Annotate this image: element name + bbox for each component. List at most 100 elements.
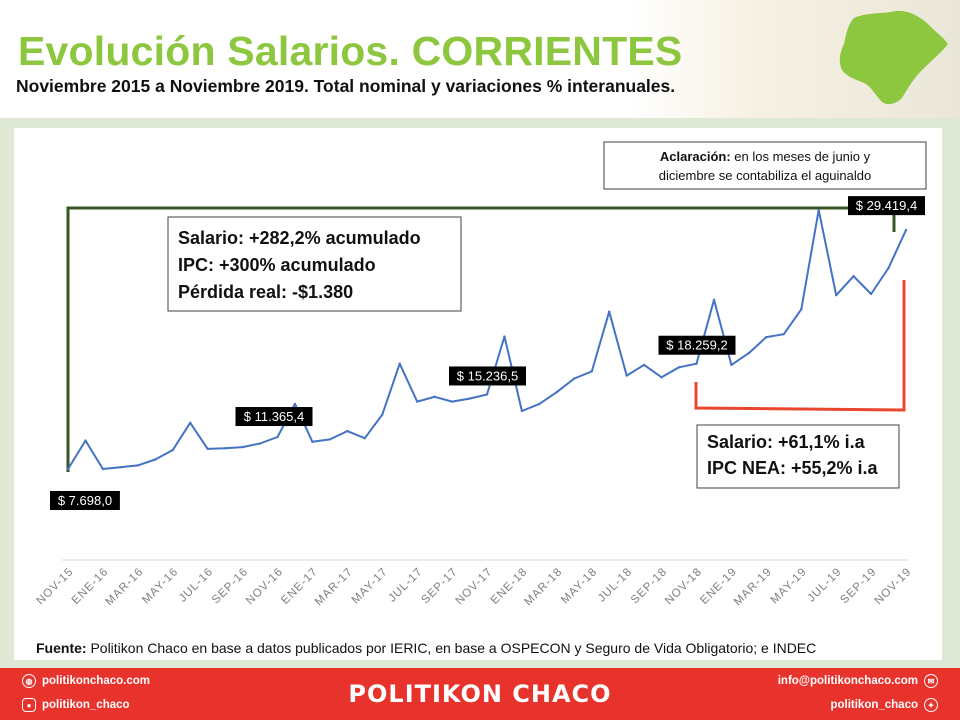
data-point	[311, 440, 314, 443]
globe-icon: ◍	[22, 674, 36, 688]
series-points	[66, 208, 908, 471]
data-point	[695, 362, 698, 365]
footer-instagram[interactable]: ● politikon_chaco	[22, 698, 130, 712]
data-point	[834, 293, 838, 297]
data-point	[66, 467, 70, 471]
data-point	[747, 351, 751, 355]
data-point	[730, 363, 733, 367]
data-point	[555, 390, 559, 394]
data-point	[904, 228, 908, 232]
data-point	[625, 374, 628, 377]
data-point	[817, 208, 820, 212]
x-tick-label: NOV-17	[453, 566, 495, 608]
value-label: $ 11.365,4	[235, 407, 313, 427]
value-label-text: $ 18.259,2	[666, 338, 727, 353]
data-point	[154, 458, 157, 461]
data-point	[258, 442, 262, 445]
value-label: $ 7.698,0	[50, 490, 120, 510]
svg-text:Aclaración: en los meses de ju: Aclaración: en los meses de junio y	[660, 149, 871, 164]
data-point	[450, 400, 454, 403]
twitter-icon: ✦	[924, 698, 938, 712]
data-point	[520, 409, 524, 413]
note-line2: diciembre se contabiliza el aguinaldo	[659, 168, 871, 183]
province-map-icon	[839, 10, 948, 105]
footer-bar: ◍ politikonchaco.com ● politikon_chaco P…	[0, 668, 960, 720]
x-tick-label: MAY-18	[559, 566, 600, 607]
footer-web-text: politikonchaco.com	[42, 675, 150, 687]
data-point	[887, 266, 890, 270]
page-subtitle: Noviembre 2015 a Noviembre 2019. Total n…	[16, 76, 676, 96]
data-point	[381, 413, 384, 416]
yoy-line-ipc: IPC NEA: +55,2% i.a	[707, 458, 879, 478]
footer-web[interactable]: ◍ politikonchaco.com	[22, 674, 150, 688]
data-point	[800, 308, 803, 311]
summary-line-ipc: IPC: +300% acumulado	[178, 255, 376, 275]
source-label: Fuente:	[36, 640, 87, 656]
data-point	[415, 400, 419, 403]
value-label-text: $ 15.236,5	[457, 368, 518, 383]
data-point	[677, 366, 681, 369]
data-point	[84, 439, 87, 442]
footer-instagram-text: politikon_chaco	[42, 699, 130, 711]
data-point	[171, 448, 174, 452]
x-tick-label: MAR-19	[732, 566, 775, 609]
x-tick-label: MAY-19	[769, 566, 810, 607]
data-point	[538, 402, 541, 406]
data-point	[765, 335, 768, 339]
value-label-text: $ 11.365,4	[244, 409, 304, 424]
data-point	[433, 395, 436, 399]
x-tick-label: MAY-17	[350, 566, 391, 607]
yoy-box: Salario: +61,1% i.a IPC NEA: +55,2% i.a	[696, 424, 900, 489]
note-label: Aclaración:	[660, 149, 731, 164]
x-tick-label: NOV-15	[34, 566, 76, 608]
data-point	[468, 397, 471, 400]
summary-box: Salario: +282,2% acumulado IPC: +300% ac…	[167, 216, 462, 312]
x-tick-label: MAR-18	[522, 566, 565, 609]
x-tick-label: NOV-16	[244, 566, 286, 608]
x-tick-label: MAR-17	[313, 566, 356, 609]
yoy-bracket	[694, 280, 906, 412]
page-title: Evolución Salarios. CORRIENTES	[18, 28, 683, 74]
summary-line-salary: Salario: +282,2% acumulado	[178, 228, 421, 248]
value-label: $ 29.419,4	[848, 196, 925, 216]
note-line1: en los meses de junio y	[731, 149, 871, 164]
data-point	[346, 429, 349, 433]
data-point	[642, 363, 646, 367]
cumulative-bracket	[66, 206, 896, 472]
footer-twitter-text: politikon_chaco	[830, 699, 918, 711]
footer-email-text: info@politikonchaco.com	[777, 675, 918, 687]
data-point	[573, 377, 576, 380]
x-tick-labels: NOV-15ENE-16MAR-16MAY-16JUL-16SEP-16NOV-…	[34, 566, 914, 609]
footer-email[interactable]: info@politikonchaco.com ✉	[778, 674, 938, 688]
data-point	[590, 370, 593, 373]
data-point	[712, 298, 716, 302]
note-box: Aclaración: en los meses de junio y dici…	[603, 141, 927, 190]
data-point	[398, 362, 401, 365]
data-point	[206, 447, 209, 451]
x-tick-label: MAR-16	[103, 566, 146, 609]
footer-twitter[interactable]: politikon_chaco ✦	[830, 698, 938, 712]
data-point	[276, 435, 279, 439]
x-tick-label: MAY-16	[140, 566, 181, 607]
yoy-line-salary: Salario: +61,1% i.a	[707, 432, 866, 452]
data-point	[189, 421, 192, 425]
footer-brand: POLITIKON CHACO	[348, 680, 612, 708]
data-point	[503, 335, 506, 338]
data-point	[136, 464, 140, 467]
data-point	[852, 275, 855, 278]
value-labels: $ 7.698,0 $ 11.365,4 $ 15.236,5 $ 18.259,2 $…	[50, 196, 925, 510]
data-point	[101, 467, 105, 471]
data-point	[293, 402, 297, 406]
data-point	[485, 393, 489, 396]
data-point	[363, 437, 366, 440]
summary-line-loss: Pérdida real: -$1.380	[178, 282, 353, 302]
data-point	[119, 465, 122, 469]
data-point	[782, 332, 785, 336]
value-label-text: $ 29.419,4	[856, 198, 917, 213]
x-tick-label: NOV-19	[872, 566, 914, 608]
data-point	[660, 376, 663, 379]
data-point	[241, 445, 244, 449]
value-label: $ 15.236,5	[449, 366, 526, 386]
value-label: $ 18.259,2	[658, 335, 736, 355]
